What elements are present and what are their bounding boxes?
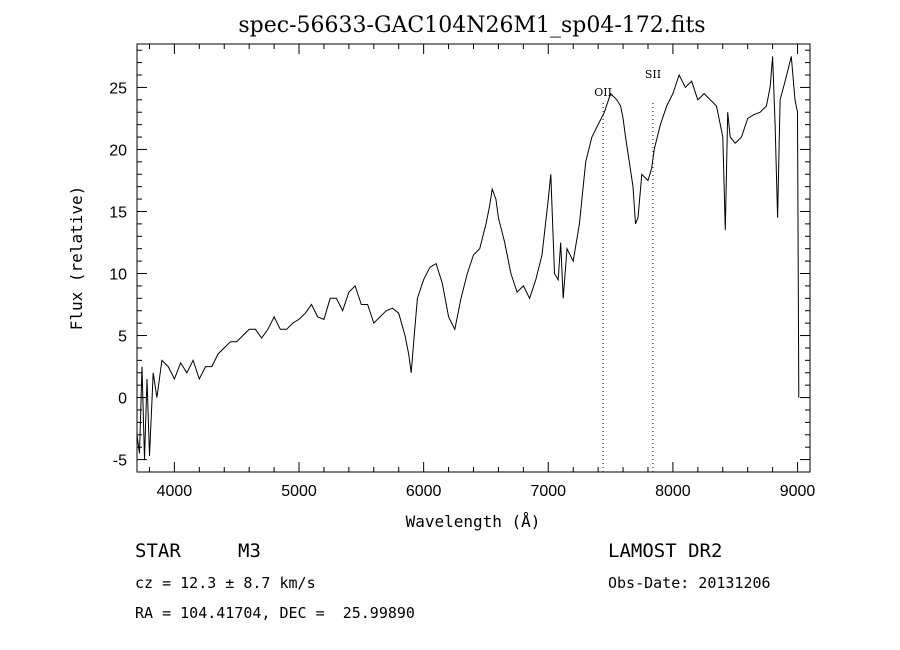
y-tick-label: 15: [109, 204, 127, 221]
y-axis: -5 0 5 10 15 20 25: [109, 49, 810, 473]
y-tick-label: 20: [109, 142, 127, 159]
observation-date: Obs-Date: 20131206: [608, 574, 771, 592]
survey-name: LAMOST DR2: [608, 540, 723, 562]
x-tick-label: 6000: [406, 483, 442, 500]
x-axis: 4000 5000 6000 7000 8000 9000: [148, 44, 816, 500]
plot-frame: [136, 43, 811, 473]
coordinates-text: RA = 104.41704, DEC = 25.99890: [135, 604, 415, 622]
redshift-text: cz = 12.3 ± 8.7 km/s: [135, 574, 316, 592]
chart-title: spec-56633-GAC104N26M1_sp04-172.fits: [238, 13, 705, 38]
object-subclass: M3: [238, 540, 261, 562]
y-axis-label: Flux (relative): [67, 186, 86, 331]
y-tick-label: 25: [109, 80, 127, 97]
y-tick-label: 5: [118, 329, 127, 346]
line-marker-label: SII: [645, 68, 661, 81]
x-tick-label: 9000: [780, 483, 816, 500]
line-marker-label: OII: [594, 86, 612, 99]
y-tick-label: 10: [109, 267, 127, 284]
y-tick-label: -5: [113, 453, 127, 470]
line-markers: OII SII: [594, 68, 661, 472]
x-tick-label: 4000: [157, 483, 193, 500]
x-tick-label: 7000: [530, 483, 566, 500]
y-tick-label: 0: [118, 391, 127, 408]
object-class: STAR: [135, 540, 181, 562]
x-axis-label: Wavelength (Å): [406, 512, 541, 531]
x-tick-label: 8000: [655, 483, 691, 500]
spectrum-line: [136, 56, 800, 460]
x-tick-label: 5000: [281, 483, 317, 500]
